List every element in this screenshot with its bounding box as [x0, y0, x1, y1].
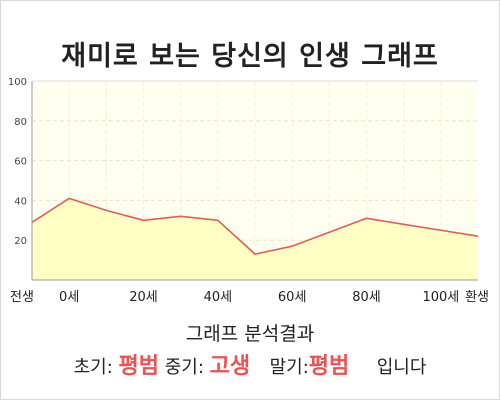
data-point	[68, 197, 70, 199]
x-tick-label: 100세	[422, 290, 459, 305]
x-tick-label: 40세	[204, 290, 233, 305]
series-line	[31, 197, 479, 255]
data-point	[477, 235, 479, 237]
data-point	[440, 229, 442, 231]
data-point	[217, 219, 219, 221]
analysis-heading: 그래프 분석결과	[185, 323, 315, 345]
data-point	[366, 217, 368, 219]
y-tick-label: 40	[14, 196, 27, 207]
x-tick-label: 전생	[10, 290, 34, 305]
y-tick-label: 20	[14, 236, 27, 247]
page-title: 재미로 보는 당신의 인생 그래프	[61, 41, 439, 72]
analysis-result: 초기: 평범 중기: 고생 말기:평범 입니다	[0, 348, 500, 380]
early-label: 초기:	[73, 357, 113, 378]
x-tick-label: 20세	[129, 290, 158, 305]
x-tick-label: 80세	[352, 290, 381, 305]
data-point	[403, 223, 405, 225]
mid-label: 중기:	[164, 357, 204, 378]
x-tick-label: 60세	[278, 290, 307, 305]
data-point	[143, 219, 145, 221]
late-value: 평범	[308, 354, 350, 379]
x-tick-label: 환생	[465, 290, 489, 305]
y-tick-label: 80	[14, 117, 27, 128]
early-value: 평범	[118, 354, 159, 379]
data-point	[105, 209, 107, 211]
data-point	[180, 215, 182, 217]
data-point	[254, 253, 256, 255]
mid-value: 고생	[209, 354, 251, 379]
result-suffix: 입니다	[376, 357, 427, 378]
y-tick-label: 100	[8, 77, 27, 88]
late-label: 말기:	[269, 357, 309, 378]
data-point	[328, 231, 330, 233]
y-tick-label: 60	[14, 157, 27, 168]
data-point	[291, 245, 293, 247]
x-tick-label: 0세	[59, 290, 79, 305]
